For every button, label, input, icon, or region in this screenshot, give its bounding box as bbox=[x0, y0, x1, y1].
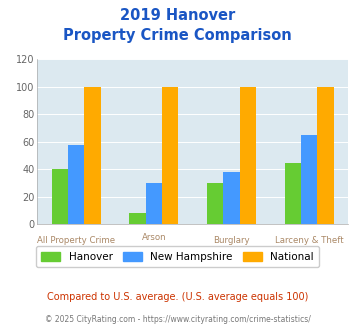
Text: Larceny & Theft: Larceny & Theft bbox=[275, 236, 343, 246]
Text: Compared to U.S. average. (U.S. average equals 100): Compared to U.S. average. (U.S. average … bbox=[47, 292, 308, 302]
Text: Burglary: Burglary bbox=[213, 236, 250, 246]
Text: 2019 Hanover: 2019 Hanover bbox=[120, 8, 235, 23]
Bar bbox=[240, 87, 256, 224]
Text: Arson: Arson bbox=[141, 233, 166, 242]
Bar bbox=[51, 169, 68, 224]
Text: Property Crime Comparison: Property Crime Comparison bbox=[63, 28, 292, 43]
Bar bbox=[146, 183, 162, 224]
Legend: Hanover, New Hampshire, National: Hanover, New Hampshire, National bbox=[36, 247, 319, 267]
Bar bbox=[317, 87, 334, 224]
Bar bbox=[207, 183, 223, 224]
Bar bbox=[285, 162, 301, 224]
Bar bbox=[129, 214, 146, 224]
Bar bbox=[223, 172, 240, 224]
Bar bbox=[301, 135, 317, 224]
Bar bbox=[68, 145, 84, 224]
Text: © 2025 CityRating.com - https://www.cityrating.com/crime-statistics/: © 2025 CityRating.com - https://www.city… bbox=[45, 315, 310, 324]
Bar bbox=[84, 87, 100, 224]
Text: Motor Vehicle Theft: Motor Vehicle Theft bbox=[112, 249, 196, 258]
Text: All Property Crime: All Property Crime bbox=[37, 236, 115, 246]
Bar bbox=[162, 87, 178, 224]
